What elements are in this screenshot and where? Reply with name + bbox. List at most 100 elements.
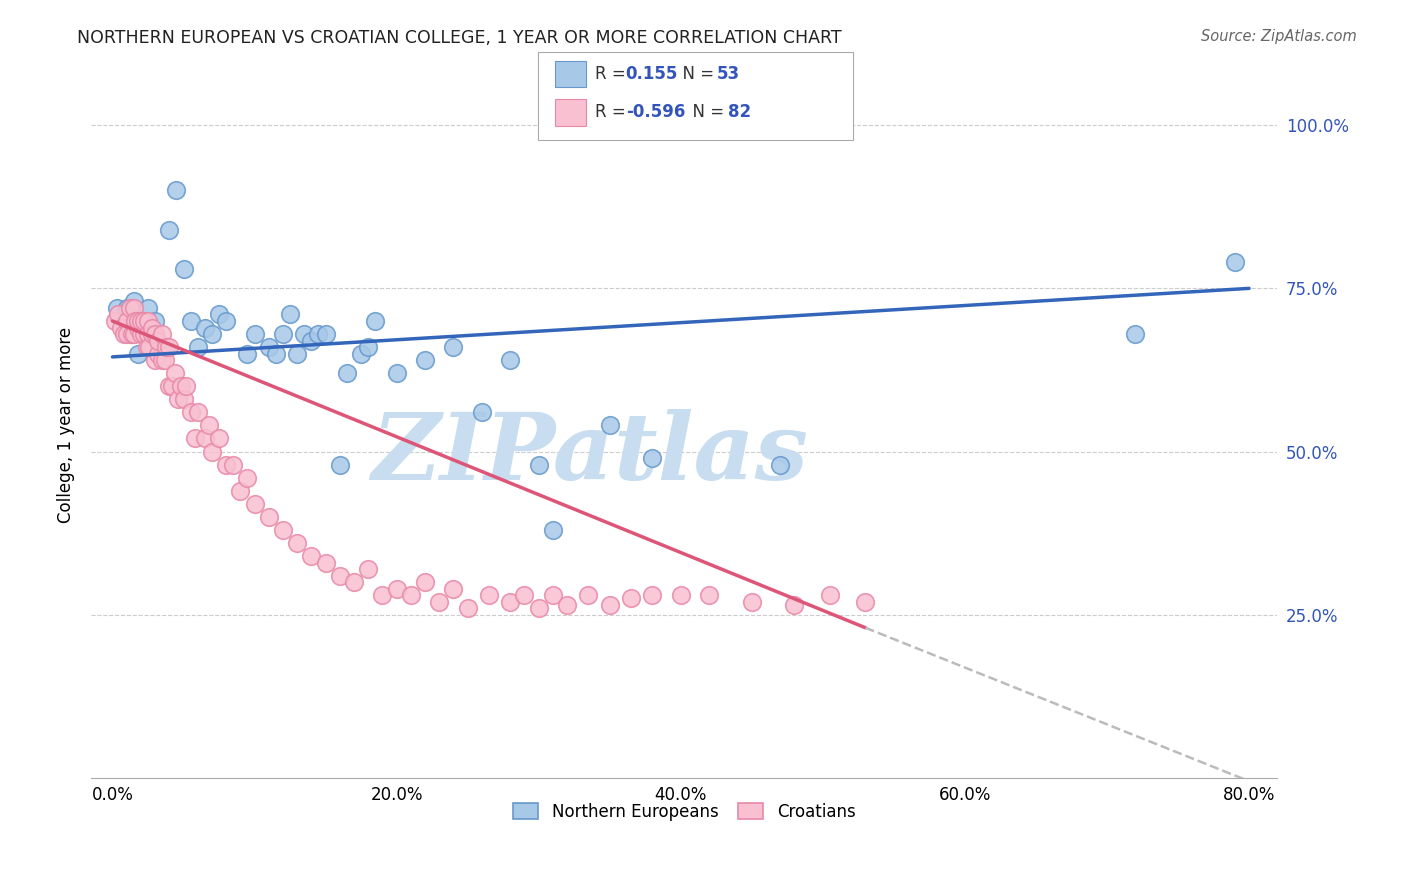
Point: [129, 314, 152, 328]
Point: [350, 346, 373, 360]
Point: [105, 301, 128, 315]
Text: R =: R =: [595, 65, 631, 83]
Point: [115, 314, 138, 328]
Text: ZIPatlas: ZIPatlas: [371, 409, 808, 499]
Point: [229, 483, 252, 498]
Text: 82: 82: [728, 103, 751, 121]
Point: [769, 458, 792, 472]
Point: [329, 458, 352, 472]
Point: [150, 353, 173, 368]
Point: [155, 340, 177, 354]
Point: [157, 379, 180, 393]
Point: [136, 327, 159, 342]
Point: [364, 314, 387, 328]
Text: Source: ZipAtlas.com: Source: ZipAtlas.com: [1201, 29, 1357, 44]
Point: [132, 327, 155, 342]
Point: [855, 595, 877, 609]
Point: [104, 314, 127, 328]
Point: [127, 314, 149, 328]
Point: [146, 334, 169, 348]
Text: -0.596: -0.596: [626, 103, 685, 121]
Legend: Northern Europeans, Croatians: Northern Europeans, Croatians: [505, 795, 863, 830]
Point: [669, 588, 692, 602]
Text: R =: R =: [595, 103, 631, 121]
Point: [443, 582, 465, 596]
Point: [243, 497, 266, 511]
Point: [336, 366, 359, 380]
Point: [132, 314, 155, 328]
Point: [136, 327, 159, 342]
Point: [187, 340, 209, 354]
Point: [478, 588, 501, 602]
Point: [215, 314, 238, 328]
Text: NORTHERN EUROPEAN VS CROATIAN COLLEGE, 1 YEAR OR MORE CORRELATION CHART: NORTHERN EUROPEAN VS CROATIAN COLLEGE, 1…: [77, 29, 842, 46]
Point: [146, 346, 169, 360]
Point: [599, 418, 621, 433]
Text: N =: N =: [682, 103, 730, 121]
Point: [166, 392, 188, 407]
Point: [118, 301, 141, 315]
Point: [697, 588, 720, 602]
Point: [620, 591, 643, 606]
Point: [136, 314, 159, 328]
Point: [112, 327, 135, 342]
Point: [243, 327, 266, 342]
Point: [208, 308, 231, 322]
Point: [257, 340, 280, 354]
Point: [163, 366, 186, 380]
Point: [194, 432, 217, 446]
Point: [818, 588, 841, 602]
Text: 53: 53: [717, 65, 740, 83]
Point: [513, 588, 536, 602]
Point: [150, 327, 173, 342]
Point: [124, 314, 146, 328]
Point: [541, 588, 564, 602]
Point: [194, 320, 217, 334]
Text: N =: N =: [672, 65, 720, 83]
Point: [343, 575, 366, 590]
Point: [157, 222, 180, 236]
Point: [285, 536, 308, 550]
Point: [122, 301, 145, 315]
Point: [599, 598, 621, 612]
Point: [471, 405, 494, 419]
Point: [278, 308, 301, 322]
Point: [555, 598, 578, 612]
Point: [208, 432, 231, 446]
Point: [308, 327, 330, 342]
Point: [357, 562, 380, 576]
Point: [413, 575, 436, 590]
Point: [143, 327, 166, 342]
Point: [143, 353, 166, 368]
Point: [143, 327, 166, 342]
Point: [180, 314, 202, 328]
Point: [264, 346, 287, 360]
Point: [153, 353, 176, 368]
Point: [499, 595, 522, 609]
Point: [299, 334, 322, 348]
Point: [160, 379, 183, 393]
Point: [527, 458, 550, 472]
Point: [180, 405, 202, 419]
Point: [201, 327, 224, 342]
Point: [127, 320, 149, 334]
Point: [641, 451, 664, 466]
Point: [141, 320, 163, 334]
Point: [136, 301, 159, 315]
Point: [641, 588, 664, 602]
Point: [257, 509, 280, 524]
Point: [413, 353, 436, 368]
Point: [118, 301, 141, 315]
Point: [110, 320, 132, 334]
Point: [578, 588, 600, 602]
Point: [741, 595, 763, 609]
Point: [215, 458, 238, 472]
Point: [292, 327, 315, 342]
Point: [527, 601, 550, 615]
Point: [127, 346, 149, 360]
Point: [150, 340, 173, 354]
Point: [138, 340, 160, 354]
Point: [499, 353, 522, 368]
Point: [132, 327, 155, 342]
Point: [299, 549, 322, 563]
